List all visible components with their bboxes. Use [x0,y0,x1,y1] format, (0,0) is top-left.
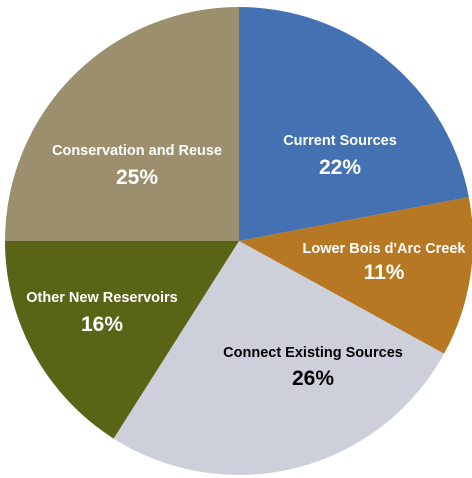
pie-slice [239,197,472,354]
pie-slice [113,241,445,475]
slice-name-label: Current Sources [283,133,397,149]
pie-slices [5,7,472,475]
slice-name-label: Other New Reservoirs [26,290,178,306]
pie-labels: Current Sources 22% Lower Bois d'Arc Creek… [26,133,466,390]
pie-slice [5,241,239,439]
slice-name-label: Connect Existing Sources [223,345,403,361]
slice-percent-label: 26% [292,367,334,390]
slice-name-label: Conservation and Reuse [52,143,222,159]
slice-percent-label: 22% [319,156,361,179]
pie-slice [5,7,239,241]
slice-percent-label: 11% [364,261,405,284]
slice-percent-label: 25% [116,166,158,189]
pie-slice [239,7,469,241]
slice-name-label: Lower Bois d'Arc Creek [303,241,467,257]
slice-percent-label: 16% [81,313,123,336]
